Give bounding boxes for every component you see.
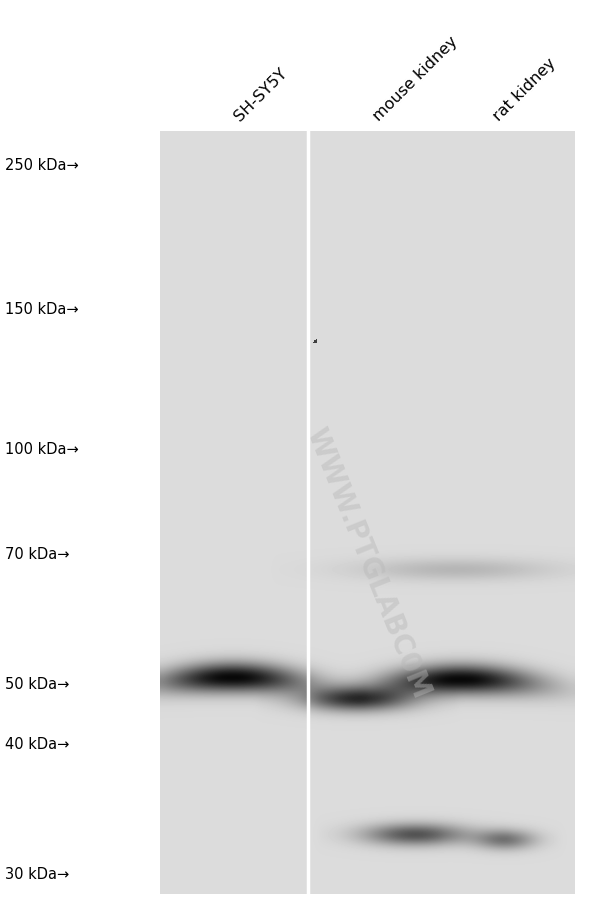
Text: 30 kDa→: 30 kDa→ — [5, 867, 69, 881]
Text: 40 kDa→: 40 kDa→ — [5, 737, 70, 751]
Text: WWW.PTGLABC0M: WWW.PTGLABC0M — [300, 423, 435, 703]
Text: rat kidney: rat kidney — [490, 56, 559, 124]
Text: mouse kidney: mouse kidney — [370, 33, 460, 124]
Text: 50 kDa→: 50 kDa→ — [5, 676, 70, 692]
Text: SH-SY5Y: SH-SY5Y — [232, 66, 290, 124]
Text: 100 kDa→: 100 kDa→ — [5, 442, 79, 457]
Text: 70 kDa→: 70 kDa→ — [5, 547, 70, 562]
Text: 250 kDa→: 250 kDa→ — [5, 157, 79, 172]
Text: 150 kDa→: 150 kDa→ — [5, 302, 79, 318]
